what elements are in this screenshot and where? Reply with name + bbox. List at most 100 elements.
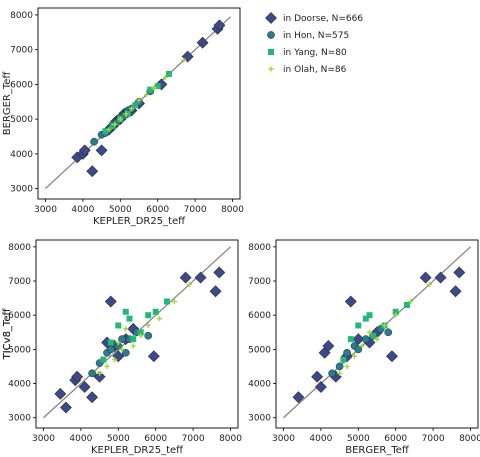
- data-point-diamond: [352, 333, 365, 346]
- data-point-plus: [123, 326, 129, 332]
- y-tick-label: 5000: [10, 115, 33, 125]
- x-axis-label: BERGER_Teff: [345, 445, 410, 456]
- data-point-square: [340, 356, 347, 363]
- plot-frame: [275, 239, 479, 429]
- data-point-plus: [181, 57, 187, 63]
- data-point-diamond: [322, 340, 335, 352]
- y-tick-label: 3000: [248, 414, 271, 424]
- data-point-diamond: [419, 271, 432, 284]
- x-tick-label: 4000: [69, 434, 92, 444]
- y-axis-label: BERGER_Teff: [2, 71, 13, 136]
- x-axis-label: KEPLER_DR25_teff: [93, 216, 186, 227]
- data-point-circle: [384, 328, 393, 337]
- y-tick-label: 5000: [248, 345, 271, 355]
- y-tick-label: 5000: [8, 345, 31, 355]
- data-point-diamond: [194, 271, 207, 284]
- data-point-diamond: [179, 271, 192, 284]
- x-tick-label: 4000: [309, 434, 332, 444]
- data-point-square: [392, 308, 399, 315]
- x-tick-label: 5000: [347, 434, 370, 444]
- data-point-square: [109, 123, 116, 130]
- x-tick-label: 7000: [422, 434, 445, 444]
- scatter-panel-1: 3000 4000 5000 6000 7000 8000 3000 4000 5000 6000…: [2, 7, 244, 227]
- data-point-square: [362, 315, 369, 322]
- x-tick-label: 6000: [384, 434, 407, 444]
- data-point-plus: [171, 298, 178, 305]
- data-point-plus: [186, 281, 192, 288]
- data-point-circle: [118, 335, 126, 343]
- data-point-plus: [123, 111, 129, 117]
- data-point-circle: [88, 369, 96, 378]
- data-point-plus: [128, 106, 135, 112]
- y-tick-label: 6000: [10, 80, 33, 90]
- data-point-square: [154, 83, 161, 90]
- data-point-diamond: [209, 285, 222, 298]
- data-point-square: [355, 322, 362, 329]
- plot-frame: [35, 239, 239, 429]
- y-tick-label: 3000: [8, 414, 31, 424]
- data-point-square: [152, 308, 159, 315]
- y-tick-label: 4000: [10, 150, 33, 160]
- y-tick-label: 4000: [8, 380, 31, 390]
- y-axis-label: TICv8_Teff: [2, 308, 13, 361]
- data-point-square: [347, 336, 354, 343]
- data-point-diamond: [54, 387, 67, 400]
- x-tick-label: 8000: [221, 205, 244, 215]
- data-point-plus: [104, 363, 110, 370]
- x-tick-label: 3000: [272, 434, 295, 444]
- data-point-plus: [336, 370, 343, 376]
- data-point-square: [122, 308, 129, 315]
- data-point-plus: [381, 322, 388, 329]
- data-point-plus: [408, 298, 414, 305]
- data-point-plus: [138, 333, 144, 339]
- data-point-diamond: [95, 144, 108, 157]
- data-point-diamond: [78, 381, 91, 393]
- data-point-square: [370, 332, 377, 339]
- data-point-plus: [112, 121, 118, 127]
- data-point-square: [100, 356, 107, 363]
- data-point-circle: [144, 331, 153, 340]
- data-point-diamond: [86, 165, 99, 178]
- y-tick-label: 7000: [248, 277, 271, 287]
- data-point-plus: [374, 336, 380, 342]
- data-point-circle: [354, 345, 363, 354]
- data-point-diamond: [147, 350, 160, 363]
- data-point-square: [366, 312, 373, 319]
- data-point-circle: [121, 348, 130, 357]
- legend-label: in Olah, N=86: [283, 65, 347, 75]
- data-point-square: [102, 128, 109, 135]
- data-point-diamond: [311, 370, 324, 383]
- data-point-plus: [344, 363, 350, 370]
- data-point-plus: [366, 329, 373, 335]
- data-point-square: [145, 312, 152, 319]
- data-point-plus: [117, 116, 123, 122]
- data-point-square: [132, 102, 139, 109]
- legend-label: in Yang, N=80: [283, 48, 347, 58]
- scatter-panel-3: 3000 4000 5000 6000 7000 8000 3000 4000 5000 6000…: [2, 239, 480, 456]
- data-point-plus: [136, 97, 142, 103]
- data-point-diamond: [386, 350, 398, 363]
- x-tick-label: 5000: [107, 434, 130, 444]
- data-point-plus: [119, 346, 125, 352]
- x-axis-label: KEPLER_DR25_teff: [91, 445, 184, 456]
- data-point-diamond: [181, 50, 194, 63]
- data-point-square: [163, 298, 170, 305]
- legend: in Doorse, N=666 in Hon, N=575 in Yang, N=…: [265, 12, 363, 75]
- data-point-plus: [156, 316, 163, 322]
- y-axis-label: TICv8_Teff: [2, 308, 13, 361]
- data-point-plus: [106, 126, 112, 133]
- data-point-plus: [359, 343, 365, 349]
- data-point-square: [147, 86, 154, 93]
- legend-marker-diamond: [265, 12, 277, 24]
- y-tick-label: 7000: [8, 277, 31, 287]
- plot-frame: [37, 7, 241, 200]
- y-tick-label: 3000: [10, 185, 33, 195]
- data-point-square: [403, 301, 410, 308]
- data-point-plus: [426, 281, 432, 288]
- x-tick-label: 8000: [219, 434, 242, 444]
- data-point-diamond: [104, 295, 117, 308]
- data-point-diamond: [213, 266, 226, 279]
- data-point-diamond: [60, 401, 72, 414]
- y-tick-label: 8000: [8, 243, 31, 253]
- data-point-diamond: [213, 19, 226, 32]
